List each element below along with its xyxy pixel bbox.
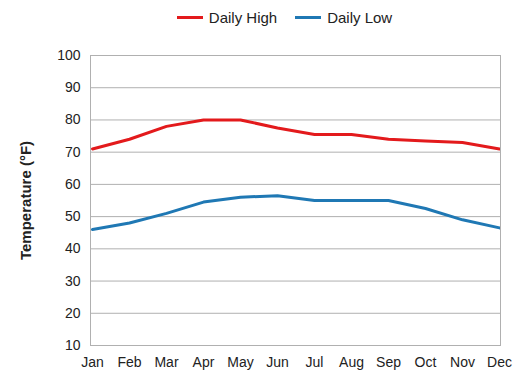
- svg-text:20: 20: [65, 305, 81, 321]
- svg-text:Aug: Aug: [339, 354, 364, 370]
- svg-text:Mar: Mar: [154, 354, 178, 370]
- svg-text:80: 80: [65, 111, 81, 127]
- svg-text:Feb: Feb: [117, 354, 141, 370]
- svg-text:Sep: Sep: [376, 354, 401, 370]
- svg-text:30: 30: [65, 273, 81, 289]
- svg-text:Jan: Jan: [81, 354, 104, 370]
- svg-text:60: 60: [65, 176, 81, 192]
- svg-text:Jul: Jul: [306, 354, 324, 370]
- svg-text:Oct: Oct: [415, 354, 437, 370]
- svg-text:Nov: Nov: [450, 354, 475, 370]
- svg-text:90: 90: [65, 79, 81, 95]
- html-text:Daily Low: Daily Low: [327, 9, 393, 26]
- svg-text:70: 70: [65, 144, 81, 160]
- svg-text:10: 10: [65, 337, 81, 353]
- svg-text:100: 100: [57, 47, 81, 63]
- svg-text:50: 50: [65, 208, 81, 224]
- svg-text:40: 40: [65, 240, 81, 256]
- svg-text:Apr: Apr: [193, 354, 215, 370]
- svg-text:Temperature (°F): Temperature (°F): [17, 141, 34, 260]
- svg-text:May: May: [227, 354, 253, 370]
- html-text:Daily High: Daily High: [208, 9, 278, 26]
- svg-text:Dec: Dec: [487, 354, 512, 370]
- svg-text:Jun: Jun: [266, 354, 289, 370]
